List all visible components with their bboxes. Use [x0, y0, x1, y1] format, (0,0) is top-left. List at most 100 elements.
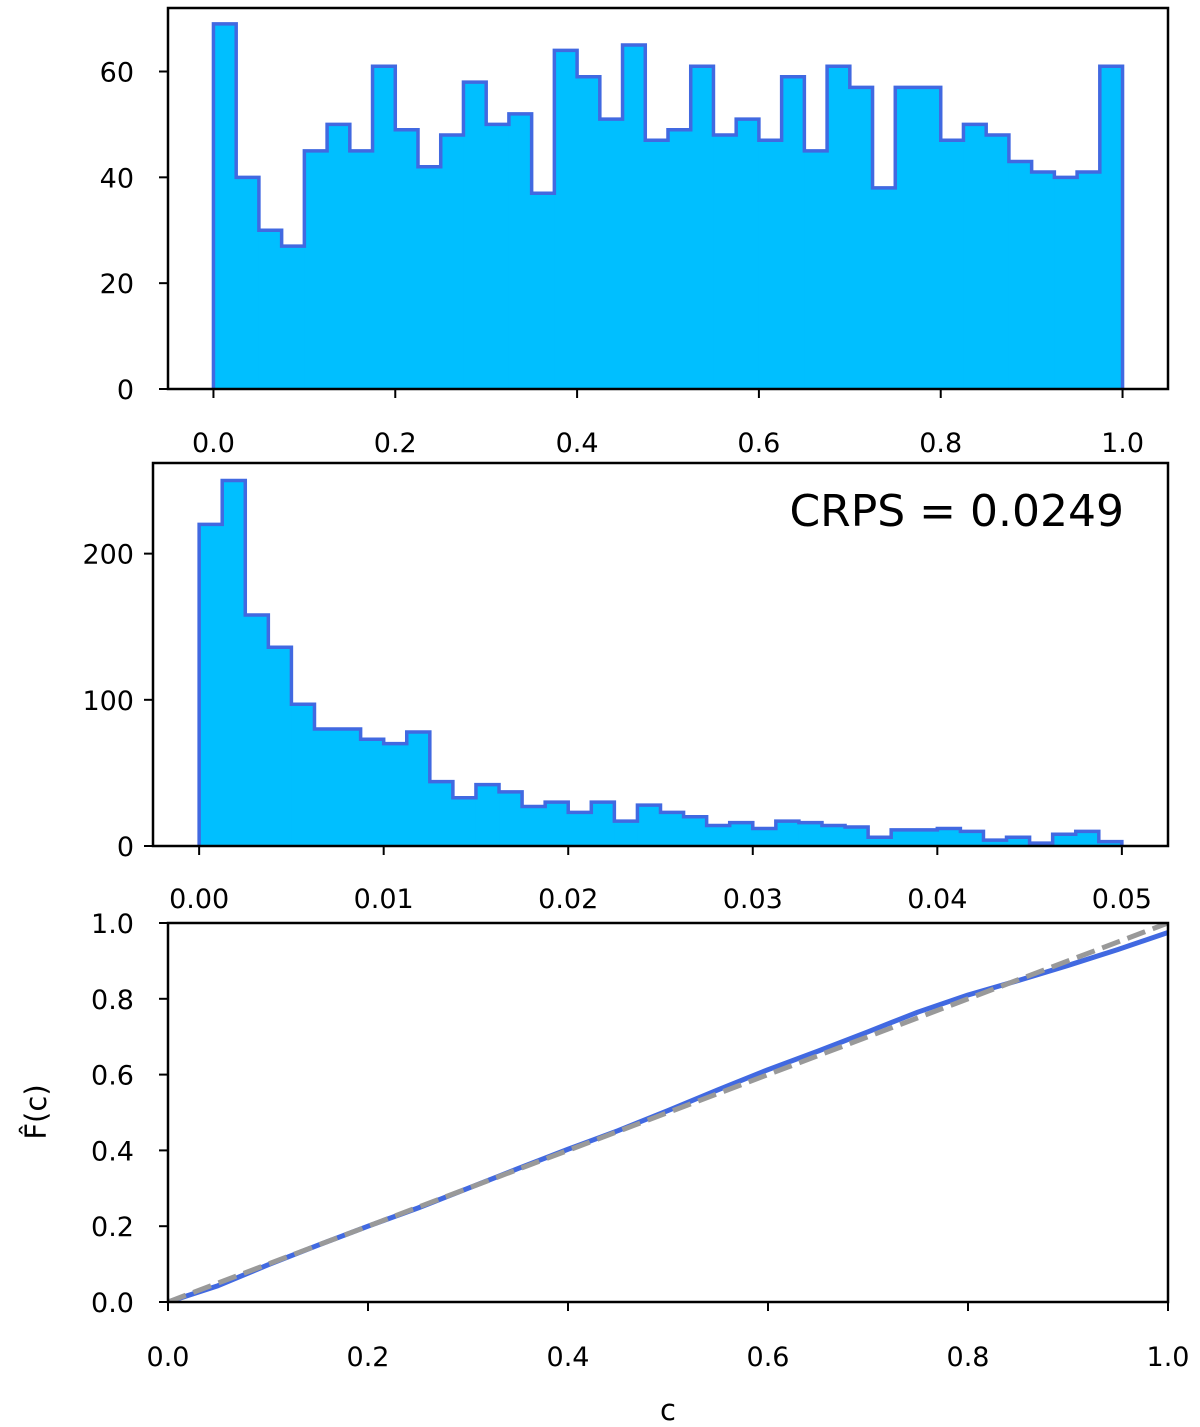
histogram-crps-bar — [360, 739, 385, 846]
histogram-top-ticks: 0.0 0.2 0.4 0.6 0.8 1.0 0 20 40 60 — [100, 58, 1144, 460]
histogram-crps-bar — [752, 828, 777, 846]
calibration-ytick-label: 0.2 — [91, 1212, 134, 1243]
histogram-top-bar — [486, 124, 510, 390]
histogram-crps-bar — [1075, 831, 1100, 846]
histogram-top-bar — [668, 129, 692, 390]
calibration-lines — [168, 923, 1168, 1302]
histogram-crps-bar — [729, 822, 754, 846]
histogram-crps-bar — [868, 837, 892, 846]
histogram-top-bar — [1008, 161, 1033, 389]
histogram-crps-bar — [683, 816, 708, 846]
histogram-top-bar — [599, 119, 624, 389]
calibration-xtick-label: 0.2 — [347, 1342, 390, 1373]
histogram-top-bar — [1054, 177, 1078, 389]
calibration-xtick-label: 1.0 — [1147, 1342, 1190, 1373]
histogram-top-bar — [463, 82, 487, 389]
panel-histogram-top: 0.0 0.2 0.4 0.6 0.8 1.0 0 20 40 60 — [100, 6, 1170, 460]
histogram-top-bar — [872, 187, 896, 389]
histogram-top-xtick-label: 0.8 — [919, 428, 962, 459]
histogram-top-bar — [531, 193, 555, 389]
histogram-top-xtick-label: 0.0 — [192, 428, 235, 459]
histogram-top-xtick-label: 0.2 — [374, 428, 417, 459]
calibration-xtick-label: 0.6 — [747, 1342, 790, 1373]
histogram-top-bar — [849, 87, 874, 389]
histogram-crps-bar — [452, 797, 477, 846]
histogram-crps-bar — [1098, 841, 1123, 846]
histogram-crps-bar — [222, 480, 246, 846]
histogram-top-bar — [577, 76, 601, 390]
histogram-crps-xtick-label: 0.03 — [723, 884, 783, 915]
histogram-crps-frame — [151, 461, 1170, 848]
histogram-crps-ytick-label: 100 — [82, 686, 134, 717]
histogram-crps-bar — [429, 781, 454, 846]
histogram-top-ytick-label: 40 — [100, 163, 134, 194]
histogram-crps-bar — [499, 791, 523, 846]
histogram-crps-bar — [891, 829, 915, 846]
calibration-ytick-label: 1.0 — [91, 909, 134, 940]
histogram-crps-xtick-label: 0.00 — [169, 884, 229, 915]
histogram-top-bar — [440, 135, 465, 389]
panel-histogram-crps: 0.00 0.01 0.02 0.03 0.04 0.05 0 100 200 CRPS = 0… — [82, 461, 1170, 915]
histogram-top-bar — [645, 140, 669, 389]
histogram-top-bar — [281, 246, 305, 389]
reference-diagonal — [168, 923, 1168, 1302]
calibration-ytick-label: 0.6 — [91, 1061, 134, 1092]
histogram-top-bar — [986, 135, 1010, 389]
crps-annotation: CRPS = 0.0249 — [789, 486, 1124, 537]
histogram-crps-xtick-label: 0.02 — [538, 884, 598, 915]
y-axis-label: F̂(c) — [19, 1084, 53, 1139]
histogram-crps-xtick-label: 0.05 — [1092, 884, 1152, 915]
calibration-frame — [166, 921, 1170, 1304]
histogram-crps-bar — [914, 829, 938, 846]
histogram-crps-bar — [406, 731, 431, 846]
histogram-crps-bar — [383, 743, 408, 846]
histogram-top-bar — [713, 135, 737, 389]
histogram-crps-bar — [1006, 837, 1031, 846]
calibration-xtick-label: 0.4 — [547, 1342, 590, 1373]
histogram-top-bar — [690, 66, 715, 389]
histogram-crps-bar — [960, 831, 985, 846]
histogram-top-frame — [166, 6, 1170, 391]
histogram-crps-bar — [245, 615, 269, 846]
histogram-crps-ytick-label: 200 — [82, 540, 134, 571]
histogram-top-bar — [736, 119, 760, 389]
histogram-crps-bar — [983, 840, 1008, 846]
histogram-top-bar — [963, 124, 987, 390]
histogram-crps-bar — [591, 802, 615, 846]
calibration-xtick-label: 0.8 — [947, 1342, 990, 1373]
histogram-top-bar — [258, 230, 283, 389]
histogram-top-bar — [1099, 66, 1124, 389]
histogram-top-bar — [918, 87, 942, 389]
histogram-top-bar — [895, 87, 919, 389]
histogram-crps-bar — [268, 647, 293, 846]
histogram-top-xtick-label: 0.4 — [556, 428, 599, 459]
histogram-crps-bar — [568, 812, 592, 846]
histogram-crps-outline — [197, 478, 1124, 846]
histogram-top-bar — [804, 150, 828, 389]
histogram-crps-xtick-label: 0.01 — [354, 884, 414, 915]
histogram-top-bar — [304, 150, 328, 389]
histogram-crps-bar — [637, 805, 662, 846]
histogram-crps-bar — [314, 729, 339, 846]
histogram-crps-bar — [821, 825, 846, 846]
histogram-crps-bar — [660, 812, 685, 846]
histogram-top-bar — [1077, 172, 1101, 389]
histogram-top-bar — [508, 113, 533, 389]
histogram-crps-xtick-label: 0.04 — [907, 884, 967, 915]
histogram-top-bar — [236, 177, 260, 389]
histogram-top-bar — [554, 50, 578, 389]
histogram-top-outline — [211, 22, 1125, 389]
histogram-top-bar — [827, 66, 851, 389]
histogram-top-bar — [349, 150, 374, 389]
histogram-top-bar — [372, 66, 396, 389]
histogram-crps-bar — [475, 784, 500, 846]
x-axis-label: c — [660, 1393, 676, 1427]
histogram-crps-bar — [337, 729, 362, 846]
calibration-curve — [168, 930, 1168, 1302]
histogram-top-bar — [758, 140, 783, 389]
histogram-crps-bar — [845, 826, 869, 846]
histogram-crps-bar — [775, 821, 800, 846]
histogram-top-xtick-label: 0.6 — [737, 428, 780, 459]
histogram-top-bar — [940, 140, 965, 389]
